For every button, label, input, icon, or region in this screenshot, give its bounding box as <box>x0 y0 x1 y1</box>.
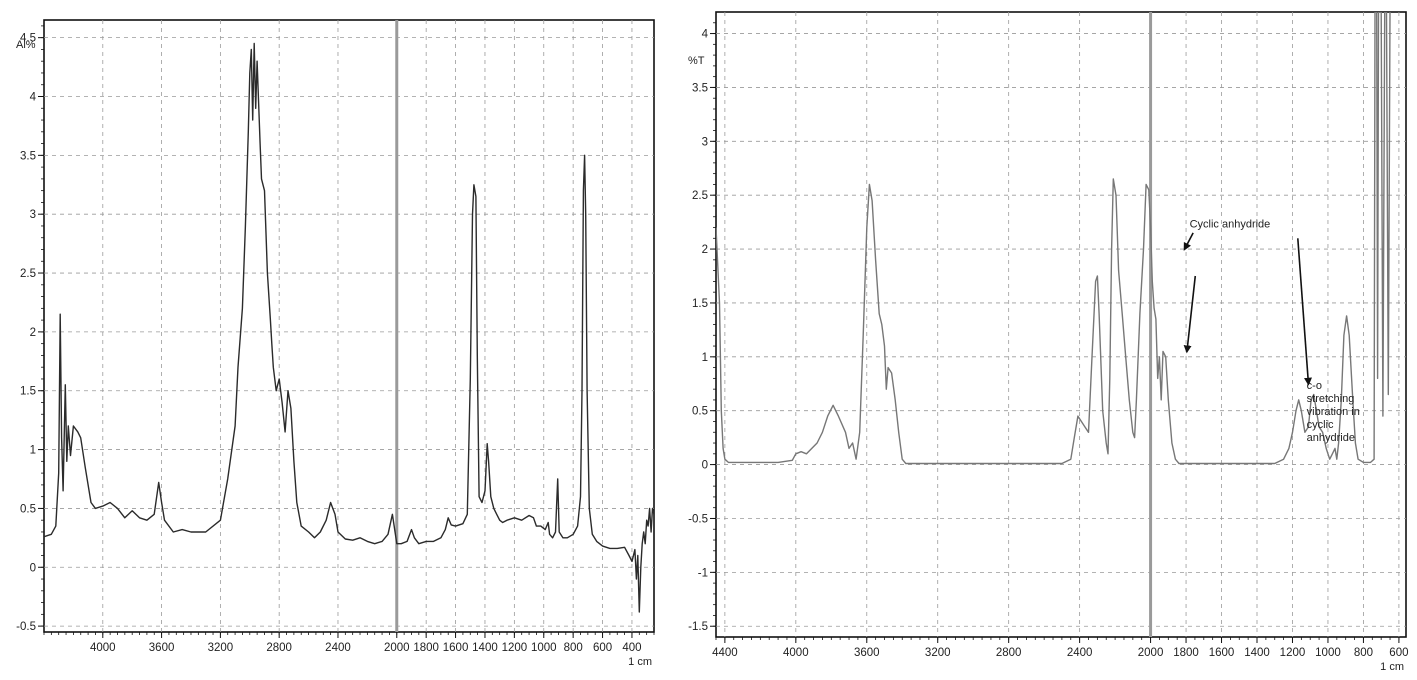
annotation-arrow <box>1183 275 1197 354</box>
y-tick-label: 0.5 <box>20 503 36 515</box>
x-tick-label: 1800 <box>1173 647 1199 659</box>
y-tick-label: 1.5 <box>20 386 36 398</box>
x-tick-label: 2800 <box>266 642 292 654</box>
spectrum-line <box>716 12 1391 465</box>
y-axis-label: Al% <box>16 39 36 51</box>
y-tick-label: 0.5 <box>692 406 708 418</box>
x-tick-label: 4400 <box>712 647 738 659</box>
x-tick-label: 1000 <box>1315 647 1341 659</box>
x-axis-label: 1 cm <box>628 656 652 668</box>
x-axis-label: 1 cm <box>1380 661 1404 673</box>
x-tick-label: 3200 <box>925 647 951 659</box>
x-tick-label: 2000 <box>1138 647 1164 659</box>
x-tick-label: 600 <box>1389 647 1408 659</box>
y-tick-label: 2.5 <box>20 268 36 280</box>
x-tick-label: 800 <box>1354 647 1373 659</box>
x-tick-label: 3600 <box>149 642 175 654</box>
x-tick-label: 1600 <box>1209 647 1235 659</box>
y-tick-label: 3.5 <box>20 150 36 162</box>
annotation-arrow <box>1183 232 1194 251</box>
y-tick-label: 3.5 <box>692 82 708 94</box>
y-tick-label: -1.5 <box>688 621 708 633</box>
plot-frame <box>715 11 1407 638</box>
y-axis-label: %T <box>688 55 705 67</box>
x-tick-label: 4000 <box>783 647 809 659</box>
x-tick-label: 1400 <box>1244 647 1270 659</box>
y-tick-label: 4 <box>30 92 37 104</box>
spectrum-chart-left: 4000 3600 3200 2800 2400 2000 1800 1600 1400 1200… <box>16 19 655 668</box>
y-tick-label: 2 <box>702 244 708 256</box>
y-tick-label: 3 <box>702 136 708 148</box>
y-tick-label: 1.5 <box>692 298 708 310</box>
y-tick-label: 1 <box>702 352 708 364</box>
x-tick-label: 1000 <box>531 642 557 654</box>
y-tick-label: 3 <box>30 209 36 221</box>
x-tick-label: 2800 <box>996 647 1022 659</box>
x-tick-label: 3200 <box>208 642 234 654</box>
y-tick-label: 2 <box>30 327 36 339</box>
x-tick-label: 4000 <box>90 642 116 654</box>
y-tick-label: -0.5 <box>16 621 36 633</box>
x-tick-label: 1800 <box>413 642 439 654</box>
plot-frame <box>43 19 655 633</box>
annotation-text: c-o stretching vibration in cyclic anhydride <box>1307 380 1360 444</box>
x-tick-label: 1600 <box>443 642 469 654</box>
spectrum-line <box>44 42 654 613</box>
y-tick-label: 1 <box>30 445 36 457</box>
x-tick-label: 600 <box>593 642 612 654</box>
y-tick-label: 4 <box>702 29 709 41</box>
x-tick-label: 1200 <box>1280 647 1306 659</box>
y-tick-label: -1 <box>698 567 708 579</box>
y-tick-label: 2.5 <box>692 190 708 202</box>
x-tick-label: 2000 <box>384 642 410 654</box>
x-tick-label: 2400 <box>1067 647 1093 659</box>
y-tick-label: 0 <box>702 460 708 472</box>
y-tick-label: -0.5 <box>688 513 708 525</box>
x-tick-label: 1200 <box>502 642 528 654</box>
x-tick-label: 2400 <box>325 642 351 654</box>
annotation-arrow <box>1297 238 1312 386</box>
y-tick-label: 4.5 <box>20 33 36 45</box>
x-tick-label: 400 <box>622 642 641 654</box>
x-tick-label: 3600 <box>854 647 880 659</box>
y-tick-label: 0 <box>30 562 36 574</box>
spectrum-chart-right: 4400 4000 3600 3200 2800 2400 2000 1800 1600 1400… <box>688 11 1408 673</box>
x-tick-label: 800 <box>564 642 583 654</box>
annotation-text: Cyclic anhydride <box>1190 219 1271 231</box>
x-tick-label: 1400 <box>472 642 498 654</box>
